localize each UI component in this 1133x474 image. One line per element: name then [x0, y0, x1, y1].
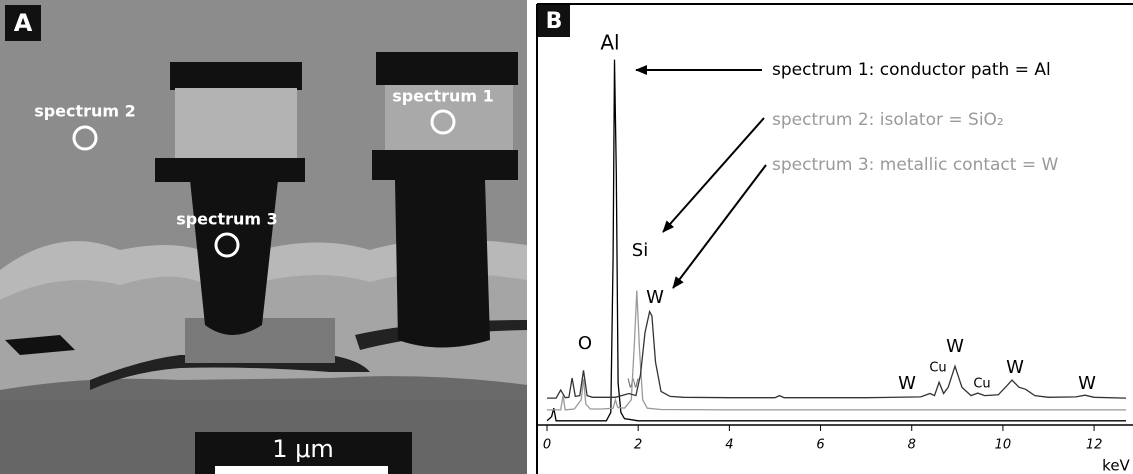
spot-label: spectrum 3: [176, 210, 278, 229]
spot-label: spectrum 1: [392, 87, 494, 106]
spectrum-line: [547, 309, 1127, 399]
x-tick-label: 12: [1086, 438, 1103, 453]
peak-label: W: [1078, 373, 1096, 394]
x-tick-label: 2: [634, 438, 642, 453]
legend-entry: spectrum 1: conductor path = Al: [772, 60, 1051, 80]
spectrum-chart: [536, 3, 1133, 474]
peak-label: W: [898, 373, 916, 394]
legend-entry: spectrum 2: isolator = SiO₂: [772, 110, 1004, 130]
peak-label: W: [646, 287, 664, 308]
x-tick-label: 4: [725, 438, 733, 453]
x-tick-label: 8: [908, 438, 916, 453]
peak-label: Al: [600, 31, 619, 55]
x-tick-label: 10: [995, 438, 1012, 453]
panel-label: A: [14, 9, 33, 37]
arrow: [662, 117, 765, 233]
spot-label: spectrum 2: [34, 102, 136, 121]
scale-bar-label: 1 μm: [272, 435, 334, 463]
spectrum-line: [547, 290, 1126, 411]
peak-label: Si: [632, 240, 648, 261]
peak-label: Cu: [973, 377, 990, 392]
peak-label: W: [627, 377, 639, 391]
peak-label: W: [1006, 357, 1024, 378]
peak-label: W: [946, 336, 964, 357]
peak-label: Cu: [929, 361, 946, 376]
x-axis-label: keV: [1102, 457, 1130, 474]
x-tick-label: 0: [543, 438, 551, 453]
micrograph: [0, 0, 527, 474]
spectrum-line: [546, 59, 1126, 422]
legend-entry: spectrum 3: metallic contact = W: [772, 155, 1058, 175]
peak-label: O: [578, 333, 592, 354]
panel-label: B: [546, 9, 563, 34]
arrow: [672, 164, 767, 289]
x-tick-label: 6: [816, 438, 824, 453]
